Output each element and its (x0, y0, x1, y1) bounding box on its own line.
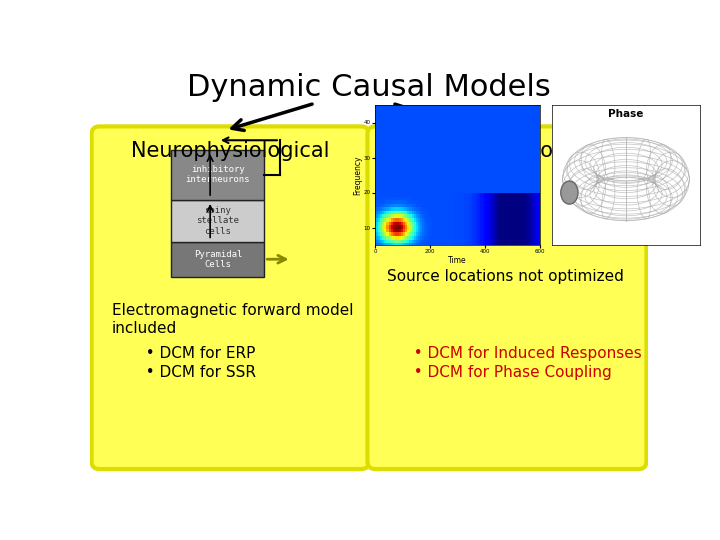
Text: Dynamic Causal Models: Dynamic Causal Models (187, 73, 551, 103)
Text: • DCM for SSR: • DCM for SSR (137, 365, 256, 380)
Text: inhibitory
interneurons: inhibitory interneurons (186, 165, 250, 184)
Bar (171, 200, 264, 242)
Text: Phenomenological: Phenomenological (411, 141, 603, 161)
Text: • DCM for Phase Coupling: • DCM for Phase Coupling (404, 365, 611, 380)
FancyBboxPatch shape (367, 126, 647, 469)
Text: Phase: Phase (608, 109, 644, 119)
Text: Pyramidal
Cells: Pyramidal Cells (194, 249, 242, 269)
Bar (171, 150, 264, 200)
Text: spiny
stellate
cells: spiny stellate cells (197, 206, 239, 235)
Text: Source locations not optimized: Source locations not optimized (387, 269, 624, 284)
Text: • DCM for Induced Responses: • DCM for Induced Responses (404, 346, 642, 361)
Bar (171, 242, 264, 276)
Y-axis label: Frequency: Frequency (354, 156, 362, 195)
X-axis label: Time: Time (448, 255, 467, 265)
FancyBboxPatch shape (91, 126, 369, 469)
Circle shape (561, 181, 578, 204)
Text: • DCM for ERP: • DCM for ERP (137, 346, 256, 361)
Text: Neurophysiological: Neurophysiological (131, 141, 330, 161)
Text: Electromagnetic forward model
included: Electromagnetic forward model included (112, 303, 354, 336)
